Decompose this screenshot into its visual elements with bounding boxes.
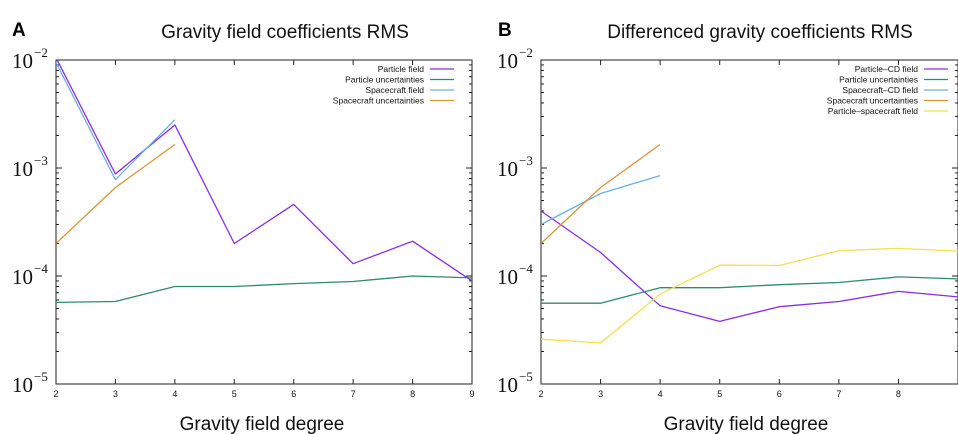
y-tick-base: 10 (497, 157, 518, 181)
y-tick-exponent: −4 (34, 261, 48, 276)
series-line-spacecraft-uncertainties (56, 143, 176, 244)
legend-label: Particle–CD field (855, 64, 919, 74)
x-axis-label: Gravity field degree (180, 414, 345, 434)
y-axis: 10−210−310−410−5 (497, 45, 958, 397)
x-axis: 2 3 4 5 6 7 8 (538, 60, 901, 399)
x-tick-label: 8 (410, 389, 415, 399)
panel-letter: A (12, 20, 26, 41)
y-tick-base: 10 (497, 373, 518, 397)
y-tick-base: 10 (497, 265, 518, 289)
y-tick-label: 10 −3 (12, 153, 48, 181)
chart-panel-b: B Differenced gravity coefficients RMS10−… (497, 20, 958, 434)
series-line-spacecraft-cd-field (541, 174, 661, 226)
y-tick-label: 10 −2 (12, 45, 48, 73)
series-line-spacecraft-uncertainties (541, 143, 661, 244)
y-tick-exponent: −2 (519, 45, 533, 60)
x-tick-label: 2 (538, 389, 543, 399)
series-line-particle-cd-field (541, 210, 958, 323)
x-tick-label: 7 (351, 389, 356, 399)
y-tick-exponent: −3 (34, 153, 48, 168)
y-axis: 10−210−310−410−5 (12, 45, 472, 397)
legend-label: Particle field (378, 64, 425, 74)
y-tick-exponent: −4 (519, 261, 533, 276)
series-line-spacecraft-field (56, 62, 176, 181)
y-tick-label: 10 −5 (497, 369, 533, 397)
legend-label: Spacecraft uncertainties (333, 96, 424, 106)
legend-item: Particle field (378, 64, 454, 74)
x-tick-label: 5 (717, 389, 722, 399)
legend-item: Spacecraft uncertainties (827, 96, 948, 106)
y-tick-base: 10 (12, 265, 33, 289)
legend-label: Spacecraft–CD field (842, 85, 918, 95)
x-tick-label: 4 (658, 389, 663, 399)
legend-item: Particle–CD field (855, 64, 948, 74)
legend-item: Particle uncertainties (839, 75, 948, 85)
y-tick-label: 10 −4 (12, 261, 48, 289)
y-tick-base: 10 (497, 49, 518, 73)
y-tick-exponent: −5 (34, 369, 48, 384)
x-tick-label: 3 (113, 389, 118, 399)
legend-label: Spacecraft uncertainties (827, 96, 918, 106)
x-tick-label: 4 (172, 389, 177, 399)
series-line-particle-uncertainties (56, 275, 472, 304)
x-tick-label: 6 (777, 389, 782, 399)
y-tick-label: 10 −4 (497, 261, 533, 289)
x-tick-label: 8 (896, 389, 901, 399)
series-line-particle-uncertainties (541, 276, 958, 304)
x-tick-label: 3 (598, 389, 603, 399)
plot-frame (540, 59, 958, 385)
x-axis: 2 3 4 5 6 7 8 9 (53, 60, 475, 399)
x-axis-label: Gravity field degree (664, 414, 829, 434)
legend-label: Particle–spacecraft field (828, 106, 919, 116)
chart-title: Gravity field coefficients RMS (161, 22, 409, 43)
x-tick-label: 6 (291, 389, 296, 399)
x-tick-label: 5 (232, 389, 237, 399)
plot-frame (55, 59, 473, 385)
y-tick-base: 10 (12, 157, 33, 181)
legend-item: Spacecraft field (365, 85, 454, 95)
x-tick-label: 7 (836, 389, 841, 399)
y-tick-label: 10 −3 (497, 153, 533, 181)
y-tick-label: 10 −2 (497, 45, 533, 73)
series-group (56, 60, 472, 304)
legend-label: Spacecraft field (365, 85, 424, 95)
series-line-particle-spacecraft-field (541, 247, 958, 344)
y-tick-base: 10 (12, 373, 33, 397)
y-tick-exponent: −2 (34, 45, 48, 60)
legend-label: Particle uncertainties (839, 75, 918, 85)
y-tick-base: 10 (12, 49, 33, 73)
legend-item: Spacecraft–CD field (842, 85, 948, 95)
series-group (541, 143, 958, 344)
series-line-particle-field (56, 60, 472, 282)
y-tick-exponent: −5 (519, 369, 533, 384)
x-tick-label: 9 (469, 389, 474, 399)
y-tick-label: 10 −5 (12, 369, 48, 397)
chart-title: Differenced gravity coefficients RMS (607, 22, 913, 43)
legend-label: Particle uncertainties (345, 75, 424, 85)
legend-item: Particle uncertainties (345, 75, 454, 85)
legend-item: Spacecraft uncertainties (333, 96, 454, 106)
y-tick-exponent: −3 (519, 153, 533, 168)
x-tick-label: 2 (53, 389, 58, 399)
legend-item: Particle–spacecraft field (828, 106, 948, 116)
panel-letter: B (498, 20, 512, 41)
